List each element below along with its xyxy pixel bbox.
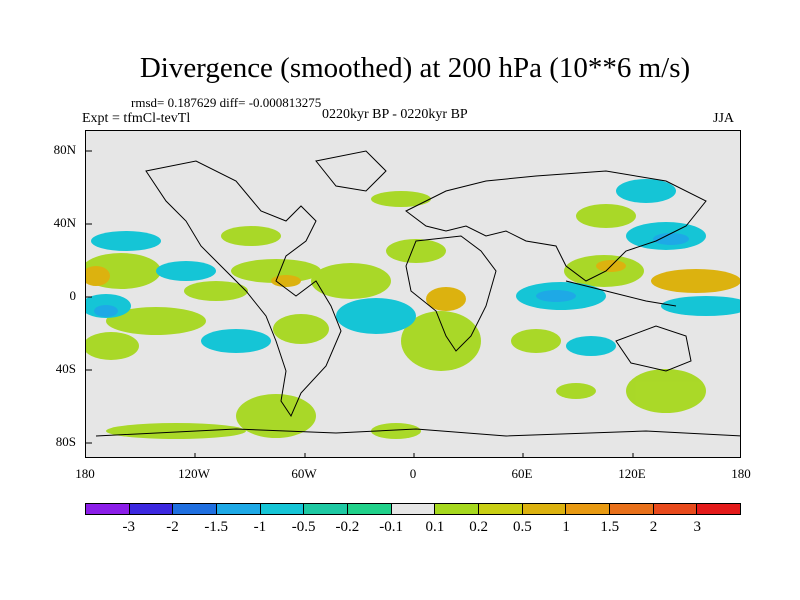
map-panel [85, 130, 741, 458]
stats-text: rmsd= 0.187629 diff= -0.000813275 [131, 95, 322, 110]
colorbar-label: -1 [253, 519, 267, 535]
colorbar-swatch [86, 504, 130, 514]
colorbar-swatch [217, 504, 261, 514]
y-tick-label: 80N [53, 142, 76, 157]
y-tick-label: 80S [55, 434, 76, 449]
colorbar-swatch [129, 504, 174, 514]
colorbar-swatch [304, 504, 349, 514]
colorbar-label: 0.2 [469, 519, 488, 535]
x-tick-label: 120E [618, 466, 646, 481]
colorbar-label: -1.5 [204, 519, 229, 535]
x-tick-label: 0 [409, 466, 417, 481]
x-tick-label: 60W [291, 466, 317, 481]
x-tick-label: 180 [75, 466, 95, 481]
x-tick-label: 180 [731, 466, 751, 481]
x-tick-label: 60E [511, 466, 533, 481]
colorbar-swatch [610, 504, 654, 514]
colorbar-swatch [348, 504, 392, 514]
world-map-icon [86, 131, 740, 457]
colorbar [85, 503, 741, 515]
colorbar-label: -0.1 [379, 519, 403, 535]
x-tick-label: 120W [178, 466, 210, 481]
colorbar-label: 1.5 [600, 519, 620, 535]
colorbar-swatch [653, 504, 698, 514]
y-tick-label: 0 [69, 288, 77, 303]
colorbar-label: 2 [649, 519, 658, 535]
colorbar-swatch [566, 504, 611, 514]
colorbar-label: -0.5 [291, 519, 316, 535]
colorbar-swatch [435, 504, 480, 514]
colorbar-swatch [697, 504, 741, 514]
colorbar-swatch [260, 504, 305, 514]
colorbar-label: -2 [166, 519, 179, 535]
colorbar-label: 0.1 [425, 519, 445, 535]
colorbar-label: -0.2 [335, 519, 360, 535]
colorbar-swatch [479, 504, 523, 514]
colorbar-label: 0.5 [512, 519, 532, 535]
experiment-label: Expt = tfmCl-tevTl [82, 111, 191, 126]
colorbar-label: 1 [562, 519, 570, 535]
colorbar-label: -3 [122, 519, 135, 535]
season-label: JJA [713, 111, 735, 126]
colorbar-swatch [173, 504, 218, 514]
chart-title: Divergence (smoothed) at 200 hPa (10**6 … [139, 52, 691, 84]
period-label: 0220kyr BP - 0220kyr BP [322, 107, 468, 122]
colorbar-label: 3 [693, 519, 702, 535]
y-tick-label: 40N [53, 215, 76, 230]
colorbar-swatch [522, 504, 567, 514]
y-tick-label: 40S [55, 361, 76, 376]
colorbar-swatch [391, 504, 436, 514]
